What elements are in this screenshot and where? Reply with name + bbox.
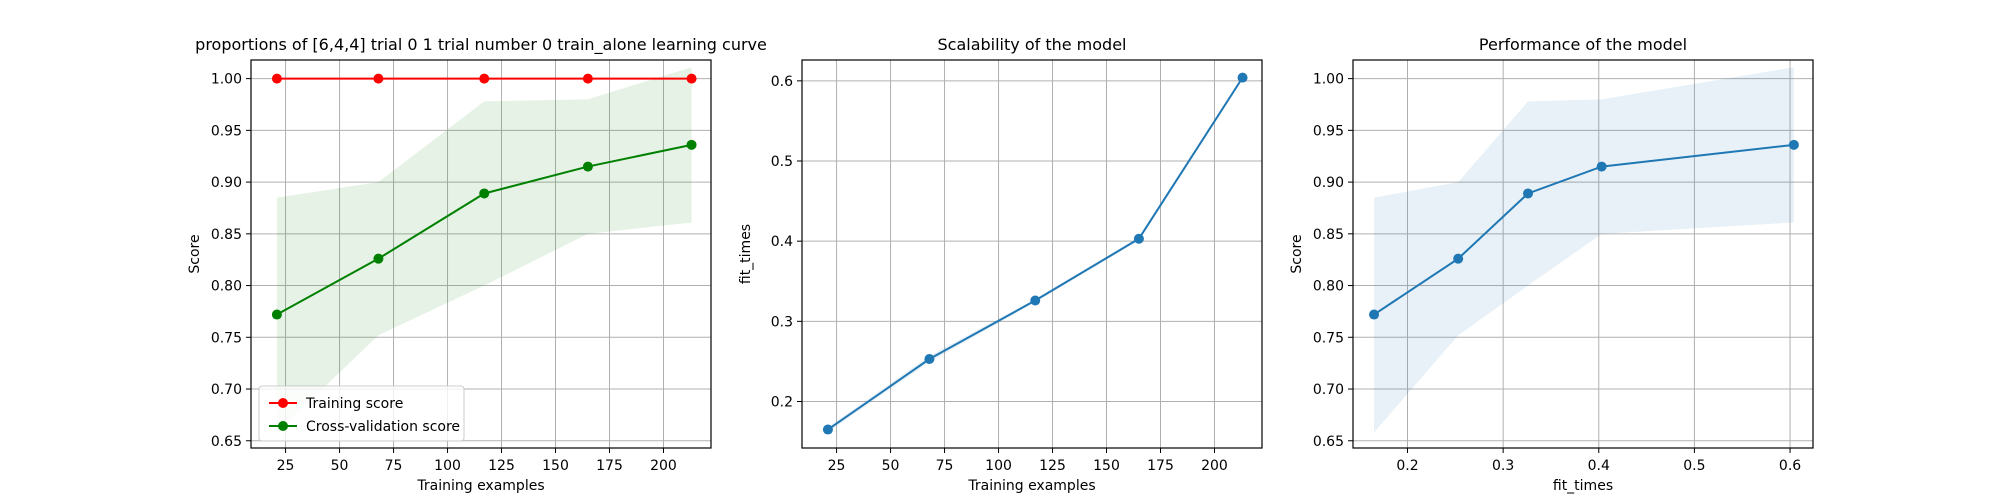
legend-label-training-score: Training score <box>305 396 403 412</box>
y-tick-label: 0.75 <box>1313 330 1344 346</box>
data-point <box>1237 72 1248 83</box>
y-tick-label: 0.95 <box>1313 123 1344 139</box>
y-tick-label: 1.00 <box>1313 72 1344 88</box>
data-point <box>1453 253 1464 264</box>
x-tick-label: 200 <box>650 458 677 474</box>
data-point <box>479 188 490 199</box>
data-point <box>1596 161 1607 172</box>
data-point <box>1369 309 1380 320</box>
x-tick-label: 0.2 <box>1396 458 1418 474</box>
axes-frame <box>801 59 1263 449</box>
x-tick-label: 150 <box>542 458 569 474</box>
y-tick-label: 0.80 <box>211 279 242 295</box>
data-point <box>924 354 935 365</box>
y-tick-label: 0.85 <box>211 227 242 243</box>
y-tick-label: 0.90 <box>1313 175 1344 191</box>
panel-title: Scalability of the model <box>938 35 1127 54</box>
y-tick-label: 0.4 <box>771 234 793 250</box>
confidence-band <box>276 67 692 433</box>
x-tick-label: 175 <box>1147 458 1174 474</box>
legend-marker-training-score <box>278 398 288 408</box>
legend-box <box>258 385 465 442</box>
y-tick-label: 0.6 <box>771 74 793 90</box>
x-tick-label: 175 <box>596 458 623 474</box>
x-tick-label: 0.5 <box>1683 458 1705 474</box>
data-point <box>582 73 593 84</box>
y-tick-label: 0.3 <box>771 314 793 330</box>
y-tick-label: 0.65 <box>1313 434 1344 450</box>
y-tick-label: 1.00 <box>211 72 242 88</box>
legend: Training score Cross-validation score <box>258 385 465 442</box>
data-point <box>1133 233 1144 244</box>
scalability-panel: 25 50 75 100 125 150 175 200 0.2 0.3 0.4 0.5 0.6 Sca… <box>738 35 1263 494</box>
data-point <box>1030 295 1041 306</box>
x-tick-label: 75 <box>936 458 954 474</box>
x-tick-label: 0.6 <box>1779 458 1801 474</box>
y-tick-label: 0.95 <box>211 123 242 139</box>
y-tick-label: 0.80 <box>1313 279 1344 295</box>
x-tick-label: 0.4 <box>1588 458 1610 474</box>
y-tick-label: 0.70 <box>211 382 242 398</box>
x-tick-label: 25 <box>277 458 295 474</box>
y-axis-label: Score <box>187 234 203 273</box>
panel-title: Performance of the model <box>1479 35 1687 54</box>
x-tick-label: 0.3 <box>1492 458 1514 474</box>
y-axis-label: Score <box>1289 234 1305 273</box>
data-point <box>373 73 384 84</box>
y-tick-label: 0.2 <box>771 395 793 411</box>
data-point <box>271 309 282 320</box>
data-point <box>686 73 697 84</box>
data-point <box>373 253 384 264</box>
y-tick-label: 0.75 <box>211 330 242 346</box>
x-tick-label: 100 <box>985 458 1012 474</box>
panel-title: proportions of [6,4,4] trial 0 1 trial n… <box>195 35 767 55</box>
y-tick-label: 0.85 <box>1313 227 1344 243</box>
x-tick-label: 200 <box>1201 458 1228 474</box>
x-axis-label: fit_times <box>1553 478 1613 494</box>
y-tick-label: 0.70 <box>1313 382 1344 398</box>
x-tick-label: 25 <box>828 458 846 474</box>
axes-frame <box>1352 59 1814 449</box>
legend-label-cross-validation-score: Cross-validation score <box>306 419 460 435</box>
x-axis-label: Training examples <box>416 478 544 494</box>
performance-panel: 0.2 0.3 0.4 0.5 0.6 0.65 0.70 0.75 0.80 0.85 0.90 0… <box>1289 35 1814 494</box>
x-tick-label: 50 <box>331 458 349 474</box>
data-point <box>479 73 490 84</box>
x-tick-label: 50 <box>882 458 900 474</box>
x-tick-label: 75 <box>385 458 403 474</box>
learning-curve-panel: 25 50 75 100 125 150 175 200 0.65 0.70 0.75 0.80 0.8… <box>187 35 767 494</box>
y-tick-label: 0.5 <box>771 154 793 170</box>
data-point <box>1788 139 1799 150</box>
y-axis-label: fit_times <box>738 224 754 284</box>
plot-area: 0.2 0.3 0.4 0.5 0.6 0.65 0.70 0.75 0.80 0.85 0.90 0… <box>1313 59 1814 474</box>
axes-frame <box>250 59 712 449</box>
x-tick-label: 125 <box>1039 458 1066 474</box>
y-tick-label: 0.90 <box>211 175 242 191</box>
legend-marker-cross-validation-score <box>278 421 288 431</box>
data-point <box>822 424 833 435</box>
data-point <box>271 73 282 84</box>
confidence-band <box>1374 67 1794 433</box>
data-point <box>1523 188 1534 199</box>
x-tick-label: 125 <box>488 458 515 474</box>
y-tick-label: 0.65 <box>211 434 242 450</box>
x-tick-label: 100 <box>434 458 461 474</box>
plot-area: 25 50 75 100 125 150 175 200 0.2 0.3 0.4 0.5 0.6 <box>771 59 1263 474</box>
x-tick-label: 150 <box>1093 458 1120 474</box>
data-point <box>582 161 593 172</box>
x-axis-label: Training examples <box>967 478 1095 494</box>
data-point <box>686 139 697 150</box>
